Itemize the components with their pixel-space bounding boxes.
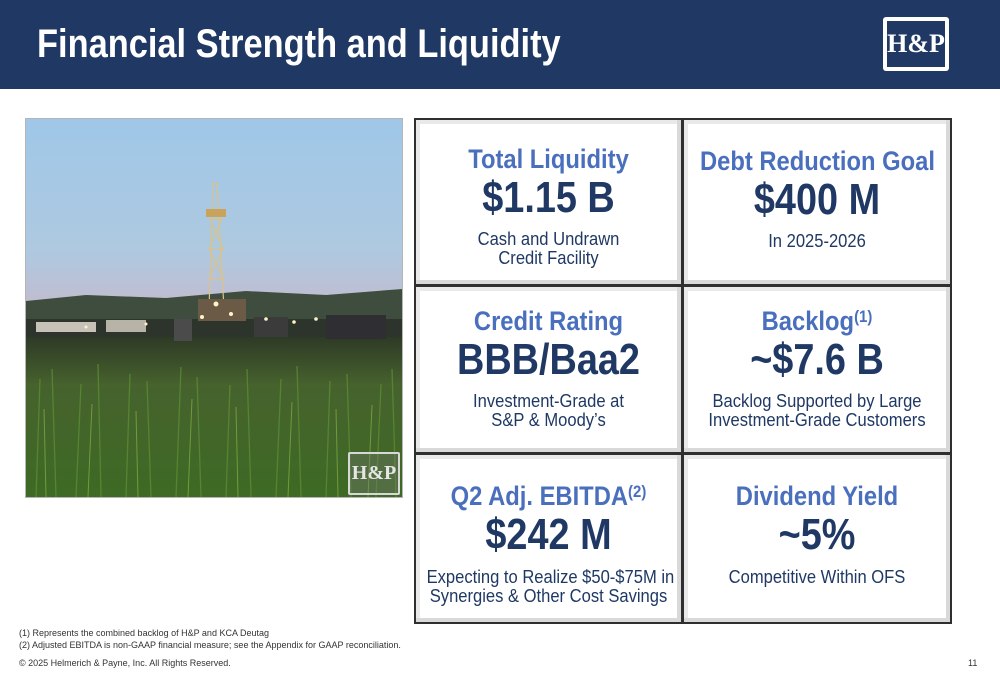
card-title: Backlog(1)	[761, 306, 873, 336]
card-value: $400 M	[753, 175, 881, 224]
card-value: ~$7.6 B	[750, 335, 884, 384]
hp-logo-text: H&P	[887, 21, 945, 67]
card-description: Cash and Undrawn Credit Facility	[477, 229, 620, 268]
card-description: In 2025-2026	[768, 231, 866, 251]
card-title: Debt Reduction Goal	[699, 146, 935, 176]
hp-logo: H&P	[883, 17, 949, 71]
page-title: Financial Strength and Liquidity	[37, 22, 561, 66]
card-total-liquidity: Total Liquidity $1.15 B Cash and Undrawn…	[414, 118, 683, 286]
footnote-2: (2) Adjusted EBITDA is non-GAAP financia…	[19, 640, 401, 650]
card-title: Dividend Yield	[735, 481, 899, 511]
card-title: Total Liquidity	[468, 144, 629, 174]
header-bar: Financial Strength and Liquidity H&P	[0, 0, 1000, 89]
card-dividend-yield: Dividend Yield ~5% Competitive Within OF…	[682, 453, 952, 624]
card-credit-rating: Credit Rating BBB/Baa2 Investment-Grade …	[414, 285, 683, 454]
card-title: Q2 Adj. EBITDA(2)	[450, 481, 647, 511]
card-value: $242 M	[485, 510, 612, 559]
card-q2-adj-ebitda: Q2 Adj. EBITDA(2) $242 M Expecting to Re…	[414, 453, 683, 624]
card-description: Backlog Supported by Large Investment-Gra…	[708, 391, 926, 430]
card-description: Competitive Within OFS	[728, 567, 906, 587]
card-description: Expecting to Realize $50-$75M in Synergie…	[426, 567, 675, 606]
drilling-rig-photo: H&P	[25, 118, 403, 498]
card-value: BBB/Baa2	[457, 335, 640, 384]
footnote-1: (1) Represents the combined backlog of H…	[19, 628, 269, 638]
copyright: © 2025 Helmerich & Payne, Inc. All Right…	[19, 658, 231, 668]
card-value: $1.15 B	[482, 173, 615, 222]
card-title: Credit Rating	[473, 306, 624, 336]
card-backlog: Backlog(1) ~$7.6 B Backlog Supported by …	[682, 285, 952, 454]
photo-watermark-logo: H&P	[348, 452, 400, 495]
card-value: ~5%	[778, 510, 856, 559]
card-description: Investment-Grade at S&P & Moody’s	[473, 391, 624, 430]
metrics-grid: Total Liquidity $1.15 B Cash and Undrawn…	[414, 118, 952, 624]
footnotes: (1) Represents the combined backlog of H…	[19, 627, 401, 651]
page-number: 11	[968, 658, 978, 668]
card-debt-reduction-goal: Debt Reduction Goal $400 M In 2025-2026	[682, 118, 952, 286]
